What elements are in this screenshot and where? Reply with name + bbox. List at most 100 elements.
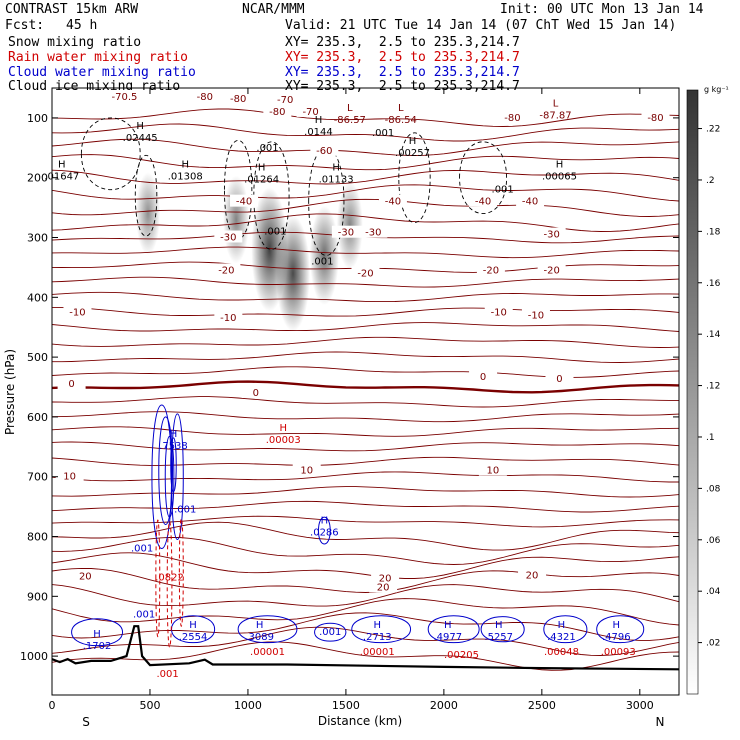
extremum-value: .01308 xyxy=(168,172,203,183)
isotherm-label-bg xyxy=(230,194,259,207)
isotherm-label: -20 xyxy=(483,265,499,276)
isotherm-label-bg xyxy=(214,230,243,243)
extremum-mark: H xyxy=(373,620,381,631)
cloud-water-contour xyxy=(71,618,124,647)
colorbar-tick-label: .02 xyxy=(706,639,720,649)
extremum-value: .4796 xyxy=(602,632,631,643)
isotherm-label: -40 xyxy=(522,197,538,208)
rain-water-contour xyxy=(166,521,173,648)
extremum-mark: H xyxy=(189,620,197,631)
isotherm xyxy=(52,486,679,498)
isotherm xyxy=(52,521,679,551)
cloud-ice-contour xyxy=(459,141,508,215)
isotherm xyxy=(52,567,679,593)
y-tick-label: 300 xyxy=(27,232,48,245)
field-rain-name: Rain water mixing ratio xyxy=(8,50,189,65)
isotherm xyxy=(52,411,679,423)
isotherm-label: -10 xyxy=(69,307,85,318)
field-snow-xy: XY= 235.3, 2.5 to 235.3,214.7 xyxy=(285,35,520,50)
extremum-mark: H xyxy=(58,160,66,171)
contour-value-label: .001 xyxy=(492,185,514,196)
extremum-mark: H xyxy=(256,620,264,631)
contour-value-label: .001 xyxy=(311,256,333,267)
extremum-value: -87.87 xyxy=(539,111,571,122)
valid-time: Valid: 21 UTC Tue 14 Jan 14 (07 ChT Wed … xyxy=(285,18,677,33)
isotherm-label-bg xyxy=(516,194,545,207)
isotherm-label: -60 xyxy=(316,146,332,157)
isotherm-label: -80 xyxy=(230,94,246,105)
isotherm-label: 0 xyxy=(480,372,486,383)
init-time: Init: 00 UTC Mon 13 Jan 14 xyxy=(500,2,704,17)
isotherm xyxy=(52,366,679,378)
contour-value-label: .001 xyxy=(264,227,286,238)
cloud-water-contour xyxy=(427,615,480,644)
isotherm xyxy=(52,584,679,607)
isotherm-label: 10 xyxy=(486,466,499,477)
contour-value-label: .001 xyxy=(133,609,155,620)
isotherm-label-bg xyxy=(271,92,300,105)
field-rain-xy: XY= 235.3, 2.5 to 235.3,214.7 xyxy=(285,50,520,65)
y-axis-label: Pressure (hPa) xyxy=(3,349,17,435)
rain-water-contour xyxy=(155,519,161,637)
isotherm-label-bg xyxy=(545,372,574,385)
extremum-value: .0286 xyxy=(310,528,339,539)
isotherm-label-bg xyxy=(518,568,547,581)
isotherm-label-bg xyxy=(351,266,380,279)
cloud-water-contour xyxy=(596,615,645,644)
extremum-value: .3089 xyxy=(245,632,274,643)
isotherm-label-bg xyxy=(521,308,550,321)
isotherm-label: 10 xyxy=(63,472,76,483)
isotherm-zero xyxy=(52,380,679,394)
isotherm xyxy=(52,426,679,437)
snow-shading-core xyxy=(135,172,161,255)
isotherm-label-bg xyxy=(55,469,84,482)
isotherm-label: -70 xyxy=(277,95,293,106)
cloud-water-contour xyxy=(314,622,347,642)
extremum-mark: H xyxy=(444,620,452,631)
y-tick-label: 900 xyxy=(27,590,48,603)
y-tick-label: 600 xyxy=(27,411,48,424)
isotherm-label-bg xyxy=(263,104,292,117)
x-tick-label: 0 xyxy=(49,699,56,712)
isotherm-label: -30 xyxy=(338,228,354,239)
isotherm-label: -70.5 xyxy=(112,92,138,103)
forecast-label: Fcst: xyxy=(5,18,45,33)
extremum-value: .00257 xyxy=(395,148,430,159)
snow-shading-core xyxy=(336,181,363,270)
field-cloudwater-xy: XY= 235.3, 2.5 to 235.3,214.7 xyxy=(285,65,520,80)
isotherm-label: -80 xyxy=(504,113,520,124)
isotherm xyxy=(52,246,679,259)
extremum-mark: H xyxy=(558,620,566,631)
temperature-isotherms xyxy=(52,108,679,671)
extremum-value: -86.57 xyxy=(334,115,366,126)
isotherm xyxy=(52,351,679,363)
colorbar-tick-label: .12 xyxy=(706,382,720,392)
extremum-value: .01133 xyxy=(319,175,354,186)
isotherm xyxy=(52,626,679,656)
isotherm xyxy=(52,552,679,579)
isotherm xyxy=(52,336,679,348)
isotherm-label: 20 xyxy=(377,582,390,593)
isotherm-label: -40 xyxy=(236,197,252,208)
colorbar-tick-label: .04 xyxy=(706,587,721,597)
extremum-mark: H xyxy=(315,115,323,126)
isotherm-label: -10 xyxy=(491,307,507,318)
isotherm-label: -10 xyxy=(528,310,544,321)
extremum-value: .4321 xyxy=(547,632,576,643)
snow-shading-core xyxy=(276,215,311,332)
isotherm xyxy=(52,322,679,332)
extremum-value: .5257 xyxy=(484,632,513,643)
isotherm-label-bg xyxy=(498,110,527,123)
isotherm-label: -30 xyxy=(365,228,381,239)
isotherm-label-bg xyxy=(378,194,407,207)
cloud-ice-contour xyxy=(398,132,431,223)
isotherm-label-bg xyxy=(469,194,498,207)
isotherm xyxy=(52,500,679,513)
extremum-value: .00205 xyxy=(444,650,479,661)
y-tick-label: 200 xyxy=(27,172,48,185)
extremum-value: .00048 xyxy=(544,647,579,658)
isotherm xyxy=(52,471,679,483)
x-end-label-right: N xyxy=(656,715,665,729)
field-cloudice-xy: XY= 235.3, 2.5 to 235.3,214.7 xyxy=(285,79,520,94)
isotherm-label: -20 xyxy=(218,265,234,276)
